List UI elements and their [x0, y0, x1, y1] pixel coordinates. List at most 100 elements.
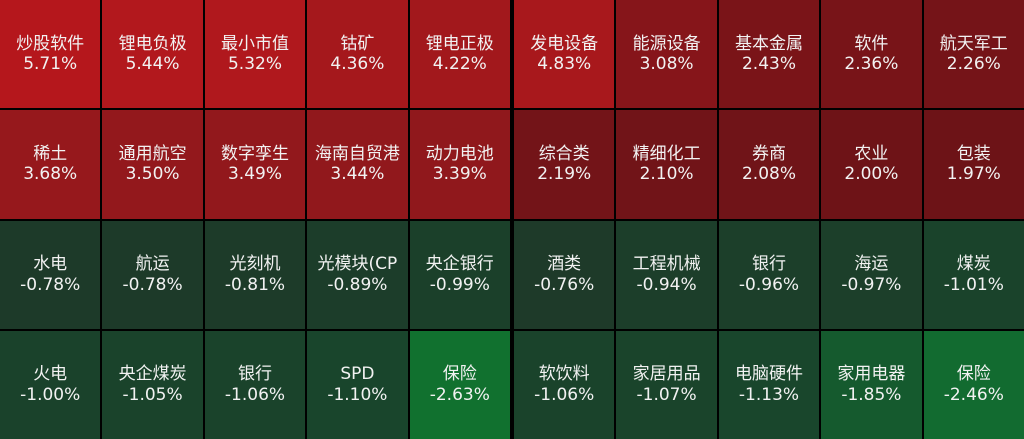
sector-change-percent: 4.36%: [330, 54, 385, 75]
sector-tile[interactable]: 软件 2.36%: [821, 0, 922, 109]
sector-tile[interactable]: 炒股软件 5.71%: [0, 0, 101, 109]
sector-tile[interactable]: 海运 -0.97%: [821, 220, 922, 329]
sector-tile[interactable]: 银行 -0.96%: [718, 220, 820, 329]
sector-tile[interactable]: 光刻机 -0.81%: [204, 220, 306, 329]
sector-change-percent: -1.05%: [122, 384, 183, 405]
sector-tile[interactable]: 电脑硬件 -1.13%: [718, 330, 820, 439]
sector-change-percent: -1.07%: [636, 384, 697, 405]
sector-tile[interactable]: 航运 -0.78%: [102, 220, 203, 329]
sector-change-percent: 2.36%: [844, 54, 899, 75]
sector-change-percent: 5.32%: [227, 54, 282, 75]
left-heatmap-panel: 炒股软件 5.71% 锂电负极 5.44% 最小市值 5.32% 钴矿 4.36% 锂电正极 4.…: [0, 0, 510, 439]
sector-tile[interactable]: 海南自贸港 3.44%: [307, 110, 408, 219]
sector-change-percent: 4.83%: [537, 54, 592, 75]
sector-tile[interactable]: 煤炭 -1.01%: [923, 220, 1024, 329]
sector-name: 软饮料: [538, 364, 590, 385]
sector-change-percent: -2.63%: [429, 384, 490, 405]
sector-change-percent: -0.76%: [534, 274, 595, 295]
sector-tile[interactable]: 能源设备 3.08%: [616, 0, 717, 109]
sector-change-percent: -2.46%: [943, 384, 1004, 405]
sector-tile[interactable]: 保险 -2.46%: [923, 330, 1024, 439]
sector-name: 精细化工: [632, 143, 701, 164]
sector-name: 综合类: [538, 143, 590, 164]
sector-name: 保险: [956, 364, 991, 385]
sector-change-percent: 2.10%: [639, 164, 694, 185]
sector-tile[interactable]: 央企煤炭 -1.05%: [102, 330, 203, 439]
sector-name: 发电设备: [530, 33, 599, 54]
sector-change-percent: -0.99%: [429, 274, 490, 295]
sector-change-percent: -0.81%: [224, 274, 286, 295]
sector-name: 稀土: [33, 143, 68, 164]
sector-name: 家居用品: [632, 364, 701, 385]
sector-name: 央企银行: [425, 254, 494, 275]
sector-tile[interactable]: 通用航空 3.50%: [102, 110, 203, 219]
sector-change-percent: -1.01%: [943, 274, 1004, 295]
sector-name: 农业: [854, 143, 889, 164]
sector-tile[interactable]: 水电 -0.78%: [0, 220, 101, 329]
sector-change-percent: 2.00%: [844, 164, 899, 185]
sector-change-percent: -1.10%: [327, 384, 388, 405]
sector-name: 水电: [33, 254, 68, 275]
sector-change-percent: 1.97%: [946, 164, 1001, 185]
sector-name: 钴矿: [340, 33, 375, 54]
sector-change-percent: -0.89%: [327, 274, 388, 295]
sector-name: 航运: [135, 254, 170, 275]
sector-tile[interactable]: 包装 1.97%: [923, 110, 1024, 219]
sector-name: 软件: [854, 33, 889, 54]
sector-tile[interactable]: 航天军工 2.26%: [923, 0, 1024, 109]
sector-tile[interactable]: 工程机械 -0.94%: [616, 220, 717, 329]
sector-change-percent: -0.78%: [122, 274, 183, 295]
sector-tile[interactable]: 稀土 3.68%: [0, 110, 101, 219]
sector-tile[interactable]: 券商 2.08%: [718, 110, 820, 219]
sector-tile[interactable]: 银行 -1.06%: [204, 330, 306, 439]
sector-tile[interactable]: 精细化工 2.10%: [616, 110, 717, 219]
sector-tile[interactable]: 钴矿 4.36%: [307, 0, 408, 109]
sector-change-percent: -1.85%: [841, 384, 902, 405]
sector-tile[interactable]: 数字孪生 3.49%: [204, 110, 306, 219]
sector-tile[interactable]: 锂电负极 5.44%: [102, 0, 203, 109]
sector-name: SPD: [340, 364, 375, 385]
sector-name: 银行: [751, 254, 786, 275]
sector-tile[interactable]: 家居用品 -1.07%: [616, 330, 717, 439]
sector-tile[interactable]: 光模块(CP -0.89%: [307, 220, 408, 329]
sector-tile[interactable]: 农业 2.00%: [821, 110, 922, 219]
sector-name: 酒类: [547, 254, 582, 275]
sector-name: 数字孪生: [220, 143, 289, 164]
sector-tile[interactable]: 保险 -2.63%: [409, 330, 510, 439]
sector-name: 动力电池: [425, 143, 494, 164]
sector-change-percent: 2.43%: [741, 54, 796, 75]
sector-tile[interactable]: 动力电池 3.39%: [409, 110, 510, 219]
sector-name: 海南自贸港: [314, 143, 400, 164]
sector-tile[interactable]: 央企银行 -0.99%: [409, 220, 510, 329]
sector-tile[interactable]: 综合类 2.19%: [514, 110, 615, 219]
sector-tile[interactable]: 发电设备 4.83%: [514, 0, 615, 109]
sector-tile[interactable]: 酒类 -0.76%: [514, 220, 615, 329]
sector-name: 锂电正极: [425, 33, 494, 54]
sector-change-percent: 2.19%: [537, 164, 592, 185]
sector-change-percent: 3.50%: [125, 164, 180, 185]
sector-tile[interactable]: 火电 -1.00%: [0, 330, 101, 439]
sector-change-percent: 3.08%: [639, 54, 694, 75]
sector-change-percent: 2.08%: [741, 164, 796, 185]
sector-name: 包装: [956, 143, 991, 164]
sector-change-percent: -0.96%: [738, 274, 800, 295]
sector-name: 煤炭: [956, 254, 991, 275]
sector-name: 通用航空: [118, 143, 187, 164]
sector-tile[interactable]: 最小市值 5.32%: [204, 0, 306, 109]
sector-name: 锂电负极: [118, 33, 187, 54]
sector-change-percent: -1.13%: [738, 384, 800, 405]
sector-change-percent: 3.68%: [23, 164, 78, 185]
sector-change-percent: 5.44%: [125, 54, 180, 75]
sector-tile[interactable]: SPD -1.10%: [307, 330, 408, 439]
sector-change-percent: 3.44%: [330, 164, 385, 185]
sector-change-percent: -0.97%: [841, 274, 902, 295]
sector-tile[interactable]: 家用电器 -1.85%: [821, 330, 922, 439]
sector-name: 炒股软件: [16, 33, 85, 54]
sector-tile[interactable]: 锂电正极 4.22%: [409, 0, 510, 109]
sector-name: 电脑硬件: [734, 364, 803, 385]
sector-name: 工程机械: [632, 254, 701, 275]
sector-tile[interactable]: 基本金属 2.43%: [718, 0, 820, 109]
sector-name: 券商: [751, 143, 786, 164]
sector-tile[interactable]: 软饮料 -1.06%: [514, 330, 615, 439]
